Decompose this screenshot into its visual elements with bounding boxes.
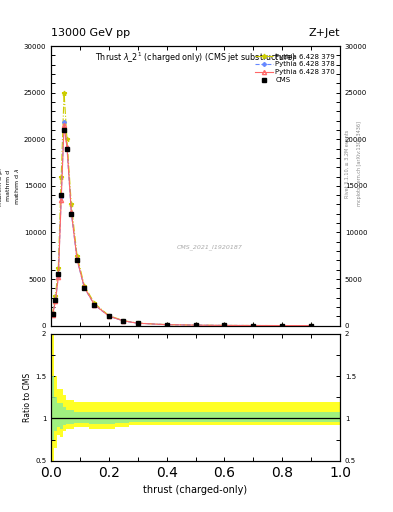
Pythia 6.428 379	[75, 252, 79, 259]
Pythia 6.428 378	[69, 210, 73, 216]
CMS	[121, 318, 126, 324]
Pythia 6.428 378	[164, 322, 169, 328]
CMS	[193, 322, 198, 328]
Pythia 6.428 378	[53, 297, 58, 304]
Pythia 6.428 370	[69, 209, 73, 215]
Pythia 6.428 378	[251, 323, 256, 329]
Pythia 6.428 378	[56, 273, 61, 280]
Text: Rivet 3.1.10, ≥ 3.2M events: Rivet 3.1.10, ≥ 3.2M events	[345, 130, 350, 198]
Pythia 6.428 379	[136, 320, 140, 326]
Pythia 6.428 379	[50, 310, 55, 316]
Pythia 6.428 378	[64, 144, 69, 151]
Pythia 6.428 370	[222, 323, 227, 329]
CMS	[62, 127, 66, 133]
Pythia 6.428 379	[222, 323, 227, 329]
Pythia 6.428 379	[62, 90, 66, 96]
CMS	[82, 285, 87, 291]
Pythia 6.428 370	[50, 312, 55, 318]
Pythia 6.428 378	[62, 119, 66, 125]
Pythia 6.428 370	[193, 322, 198, 328]
Pythia 6.428 370	[251, 323, 256, 329]
Pythia 6.428 370	[59, 197, 64, 203]
Text: 13000 GeV pp: 13000 GeV pp	[51, 28, 130, 38]
Pythia 6.428 379	[121, 317, 126, 324]
Pythia 6.428 370	[121, 318, 126, 324]
CMS	[92, 302, 97, 308]
CMS	[251, 323, 256, 329]
CMS	[75, 258, 79, 264]
Pythia 6.428 379	[280, 323, 285, 329]
Line: Pythia 6.428 379: Pythia 6.428 379	[50, 90, 314, 328]
CMS	[69, 211, 73, 217]
Pythia 6.428 370	[62, 122, 66, 129]
Pythia 6.428 370	[75, 257, 79, 263]
Pythia 6.428 378	[309, 323, 314, 329]
Pythia 6.428 370	[64, 144, 69, 150]
Text: Z+Jet: Z+Jet	[309, 28, 340, 38]
Pythia 6.428 378	[222, 323, 227, 329]
Pythia 6.428 378	[92, 302, 97, 308]
Pythia 6.428 370	[164, 322, 169, 328]
Pythia 6.428 379	[56, 265, 61, 271]
Pythia 6.428 379	[69, 201, 73, 207]
X-axis label: thrust (charged-only): thrust (charged-only)	[143, 485, 248, 495]
CMS	[64, 145, 69, 152]
Pythia 6.428 378	[107, 313, 111, 319]
CMS	[222, 323, 227, 329]
Line: Pythia 6.428 370: Pythia 6.428 370	[50, 123, 313, 328]
Pythia 6.428 370	[53, 298, 58, 305]
CMS	[280, 323, 285, 329]
Pythia 6.428 379	[193, 322, 198, 328]
Pythia 6.428 370	[56, 274, 61, 280]
Pythia 6.428 379	[92, 300, 97, 306]
Pythia 6.428 378	[121, 318, 126, 324]
Pythia 6.428 378	[280, 323, 285, 329]
Line: CMS: CMS	[51, 128, 313, 327]
CMS	[309, 323, 314, 329]
CMS	[164, 322, 169, 328]
Pythia 6.428 370	[107, 313, 111, 319]
Pythia 6.428 370	[280, 323, 285, 329]
Pythia 6.428 378	[136, 320, 140, 326]
Line: Pythia 6.428 378: Pythia 6.428 378	[51, 121, 313, 327]
Pythia 6.428 370	[309, 323, 314, 329]
CMS	[56, 271, 61, 278]
Pythia 6.428 379	[164, 322, 169, 328]
Pythia 6.428 378	[50, 312, 55, 318]
Pythia 6.428 379	[251, 323, 256, 329]
Pythia 6.428 379	[53, 293, 58, 299]
Text: mcplots.cern.ch [arXiv:1306.3436]: mcplots.cern.ch [arXiv:1306.3436]	[357, 121, 362, 206]
Pythia 6.428 378	[193, 322, 198, 328]
Pythia 6.428 379	[64, 136, 69, 142]
Pythia 6.428 378	[59, 194, 64, 200]
Pythia 6.428 370	[136, 320, 140, 326]
Pythia 6.428 370	[82, 284, 87, 290]
Pythia 6.428 370	[92, 302, 97, 308]
Legend: Pythia 6.428 379, Pythia 6.428 378, Pythia 6.428 370, CMS: Pythia 6.428 379, Pythia 6.428 378, Pyth…	[254, 52, 336, 84]
Pythia 6.428 379	[309, 323, 314, 329]
CMS	[59, 192, 64, 198]
Pythia 6.428 379	[107, 312, 111, 318]
CMS	[107, 313, 111, 319]
Pythia 6.428 378	[82, 285, 87, 291]
Pythia 6.428 379	[59, 174, 64, 180]
Pythia 6.428 378	[75, 257, 79, 263]
CMS	[136, 320, 140, 326]
Text: CMS_2021_I1920187: CMS_2021_I1920187	[177, 245, 243, 250]
CMS	[53, 296, 58, 303]
CMS	[50, 311, 55, 317]
Text: Thrust $\lambda\_2^1$ (charged only) (CMS jet substructure): Thrust $\lambda\_2^1$ (charged only) (CM…	[95, 50, 296, 65]
Pythia 6.428 379	[82, 283, 87, 289]
Y-axis label: mathrm d$^2$N
mathrm d
mathrm d p$_T$
mathrm d
mathrm d $\lambda$: mathrm d$^2$N mathrm d mathrm d p$_T$ ma…	[0, 165, 21, 207]
Y-axis label: Ratio to CMS: Ratio to CMS	[23, 373, 32, 422]
